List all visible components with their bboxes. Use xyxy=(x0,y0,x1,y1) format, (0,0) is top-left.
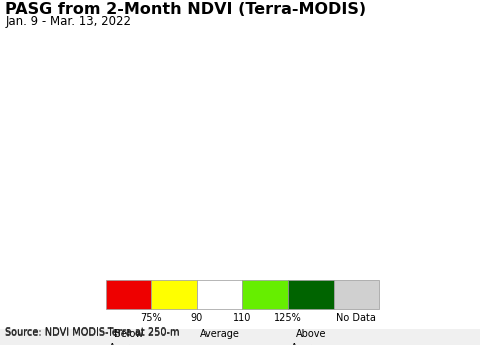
FancyBboxPatch shape xyxy=(0,329,480,345)
FancyBboxPatch shape xyxy=(288,280,334,309)
Text: 90: 90 xyxy=(191,313,203,323)
Text: Below: Below xyxy=(114,329,143,339)
FancyBboxPatch shape xyxy=(242,280,288,309)
FancyBboxPatch shape xyxy=(106,280,151,309)
Text: 110: 110 xyxy=(233,313,252,323)
Text: No Data: No Data xyxy=(336,313,376,323)
Text: 75%: 75% xyxy=(140,313,162,323)
Text: Jan. 9 - Mar. 13, 2022: Jan. 9 - Mar. 13, 2022 xyxy=(6,15,132,28)
Text: Average: Average xyxy=(108,343,148,345)
Text: Average: Average xyxy=(200,329,240,339)
Text: 125%: 125% xyxy=(274,313,302,323)
Text: PASG from 2-Month NDVI (Terra-MODIS): PASG from 2-Month NDVI (Terra-MODIS) xyxy=(5,2,366,17)
FancyBboxPatch shape xyxy=(151,280,197,309)
Text: Average: Average xyxy=(291,343,331,345)
Text: Source: NDVI MODIS-Terra at 250-m: Source: NDVI MODIS-Terra at 250-m xyxy=(5,328,180,338)
FancyBboxPatch shape xyxy=(334,280,379,309)
Text: Source: NDVI MODIS-Terra at 250-m: Source: NDVI MODIS-Terra at 250-m xyxy=(5,327,180,336)
Text: Above: Above xyxy=(296,329,326,339)
FancyBboxPatch shape xyxy=(197,280,242,309)
